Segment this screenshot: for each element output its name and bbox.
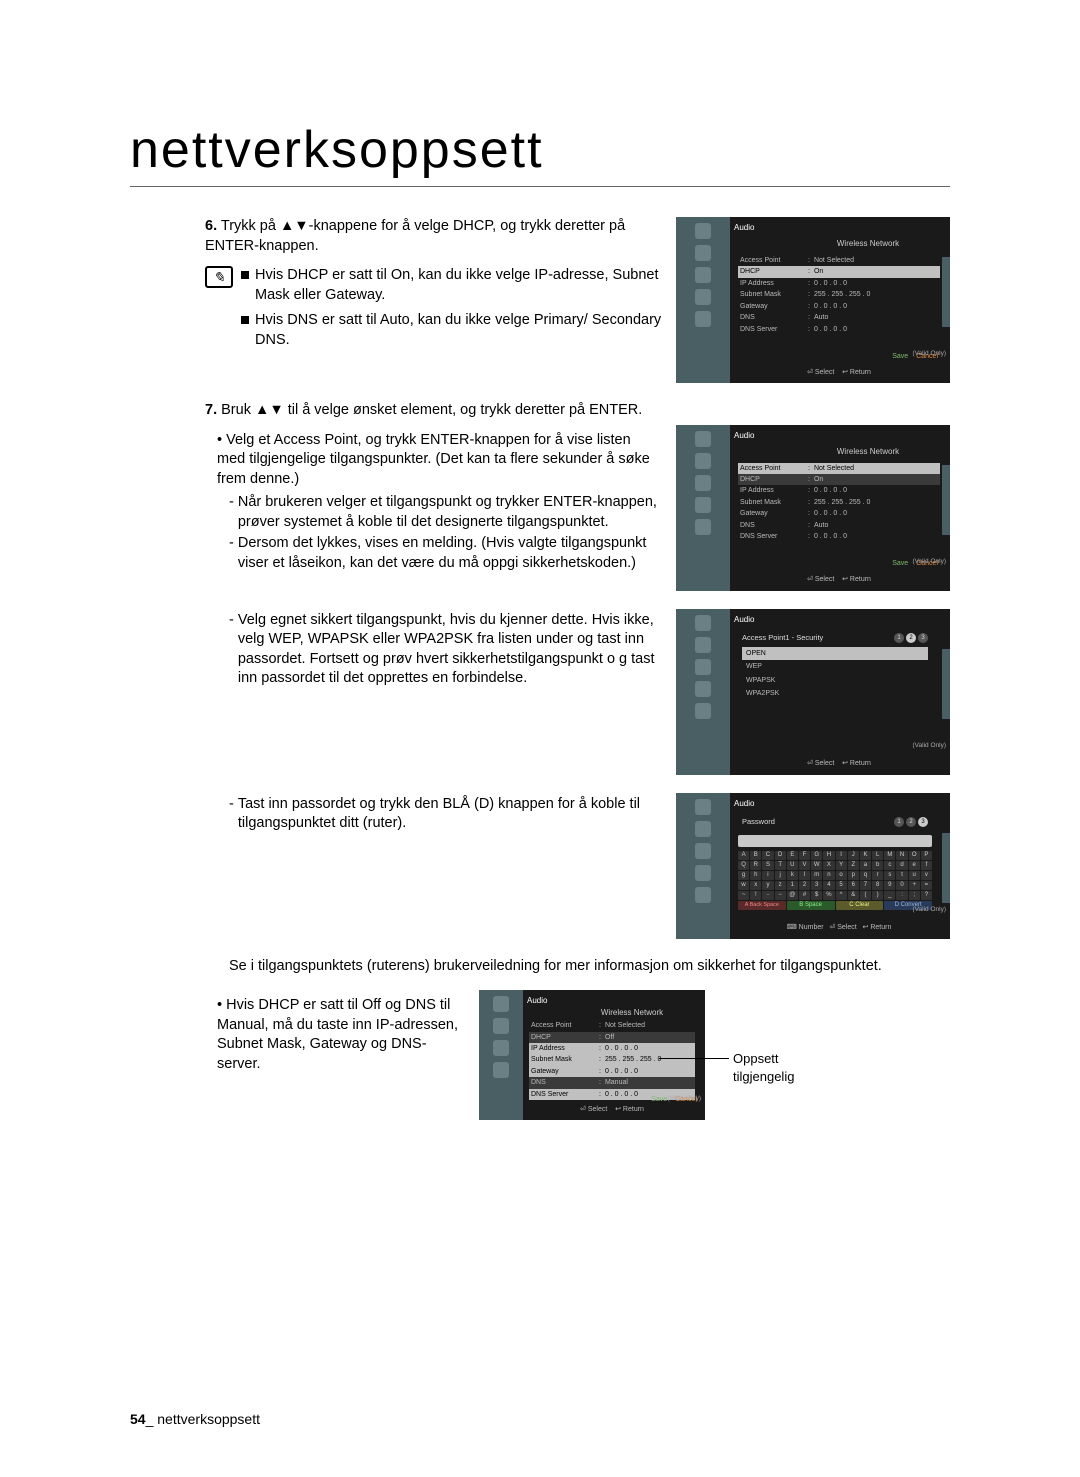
step-7-d2: Dersom det lykkes, vises en melding. (Hv… <box>238 534 662 573</box>
step-7-security: -Velg egnet sikkert tilgangspunkt, hvis … <box>205 609 950 775</box>
content-body: 6. Trykk på ▲▼-knappene for å velge DHCP… <box>205 217 950 1120</box>
step-7-b2: Hvis DHCP er satt til Off og DNS til Man… <box>217 996 465 1074</box>
step-7-b1: Velg et Access Point, og trykk ENTER-kna… <box>217 431 662 490</box>
step-7-info: Se i tilgangspunktets (ruterens) brukerv… <box>229 957 950 977</box>
step-6-num: 6. <box>205 218 217 234</box>
screenshot-dhcp-on: Audio Wireless Network Access Point:Not … <box>676 217 950 383</box>
annotation-oppsett: Oppsett tilgjengelig <box>733 1050 794 1085</box>
screenshot-security: Audio Access Point1 - Security 123 OPEN … <box>676 609 950 775</box>
step-6-note-1: Hvis DHCP er satt til On, kan du ikke ve… <box>255 266 662 305</box>
step-6-text: Trykk på ▲▼-knappene for å velge DHCP, o… <box>205 218 625 254</box>
screenshot-dhcp-off: Audio Wireless Network Access Point:Not … <box>479 990 705 1120</box>
note-icon: ✎ <box>205 266 233 288</box>
step-7-num: 7. <box>205 402 217 418</box>
step-6: 6. Trykk på ▲▼-knappene for å velge DHCP… <box>205 217 950 383</box>
step-6-note-2: Hvis DNS er satt til Auto, kan du ikke v… <box>255 311 662 350</box>
step-7-bullet-2: Hvis DHCP er satt til Off og DNS til Man… <box>205 990 950 1120</box>
step-7-password: -Tast inn passordet og trykk den BLÅ (D)… <box>205 793 950 939</box>
page-title: nettverksoppsett <box>130 120 950 187</box>
step-7-bullet-1: Velg et Access Point, og trykk ENTER-kna… <box>205 425 950 591</box>
step-7-d3: Velg egnet sikkert tilgangspunkt, hvis d… <box>238 611 662 689</box>
step-7-text: Bruk ▲▼ til å velge ønsket element, og t… <box>221 402 642 418</box>
step-7-d1: Når brukeren velger et tilgangspunkt og … <box>238 493 662 532</box>
screenshot-ap-select: Audio Wireless Network Access Point:Not … <box>676 425 950 591</box>
screenshot-password: Audio Password 123 ABCDEFGHIJKLMNOPQRSTU… <box>676 793 950 939</box>
page-footer: 54_ nettverksoppsett <box>130 1411 260 1427</box>
step-7-d4: Tast inn passordet og trykk den BLÅ (D) … <box>238 795 662 834</box>
